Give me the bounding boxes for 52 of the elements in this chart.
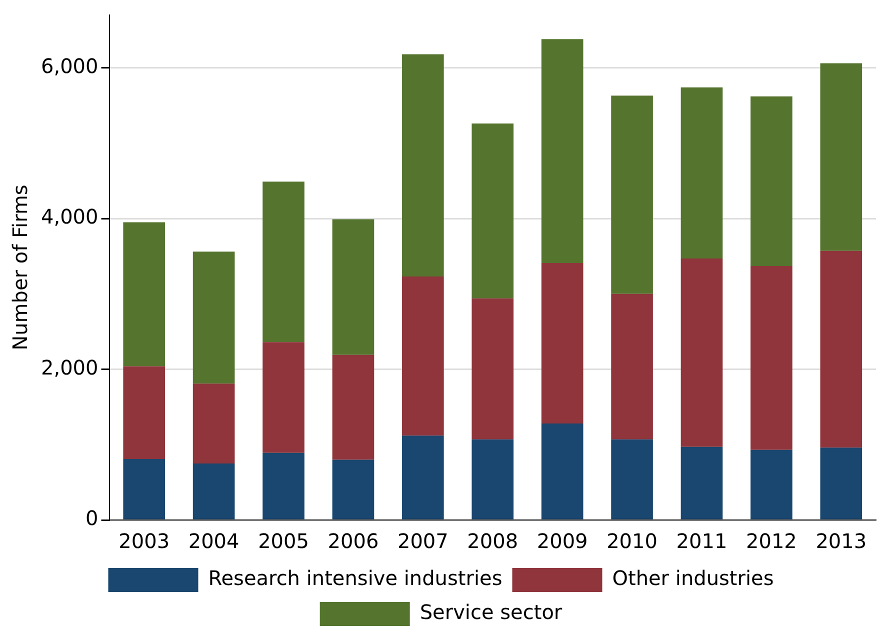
bar — [820, 448, 862, 520]
bar — [332, 219, 374, 355]
bar — [472, 439, 514, 520]
bar — [680, 258, 723, 447]
bar — [541, 39, 584, 263]
bar — [750, 96, 792, 266]
bar — [472, 298, 514, 440]
bar — [123, 222, 166, 366]
bar — [402, 54, 444, 277]
bar — [262, 342, 304, 453]
x-tick-label: 2010 — [606, 529, 658, 554]
y-tick-label: 6,000 — [40, 54, 98, 78]
y-tick-label: 4,000 — [40, 204, 98, 229]
bar — [192, 252, 235, 384]
legend-label: Other industries — [612, 566, 774, 590]
x-tick-label: 2011 — [676, 529, 728, 554]
bar — [123, 366, 166, 459]
bar — [820, 250, 862, 448]
bar — [192, 463, 235, 520]
y-axis-title: Number of Firms — [8, 184, 32, 350]
bar — [611, 439, 653, 520]
bar — [750, 450, 792, 520]
bar — [332, 460, 374, 520]
bar — [541, 424, 584, 520]
bar — [611, 96, 653, 294]
x-tick-label: 2012 — [746, 529, 797, 554]
bar — [541, 262, 584, 424]
bar — [750, 266, 792, 450]
x-tick-label: 2007 — [397, 529, 448, 554]
x-tick-label: 2003 — [118, 529, 170, 554]
legend-label: Research intensive industries — [208, 566, 502, 590]
y-tick-label: 0 — [86, 506, 98, 530]
x-tick-label: 2006 — [328, 529, 379, 554]
bar — [472, 124, 514, 298]
y-tick-label: 2,000 — [40, 355, 98, 380]
bar — [192, 384, 235, 464]
bar — [820, 63, 862, 251]
bar — [332, 354, 374, 460]
bar — [402, 276, 444, 436]
bar — [611, 294, 653, 440]
x-tick-label: 2009 — [536, 529, 588, 554]
bar — [402, 436, 444, 520]
x-tick-label: 2013 — [816, 529, 867, 554]
x-tick-label: 2008 — [467, 529, 518, 554]
x-tick-label: 2004 — [188, 529, 240, 554]
bar — [262, 452, 304, 520]
x-tick-label: 2005 — [258, 529, 309, 554]
bar — [680, 446, 723, 520]
legend-label: Service sector — [420, 600, 563, 624]
bar — [262, 182, 304, 342]
bar — [680, 87, 723, 258]
bar — [123, 458, 166, 520]
